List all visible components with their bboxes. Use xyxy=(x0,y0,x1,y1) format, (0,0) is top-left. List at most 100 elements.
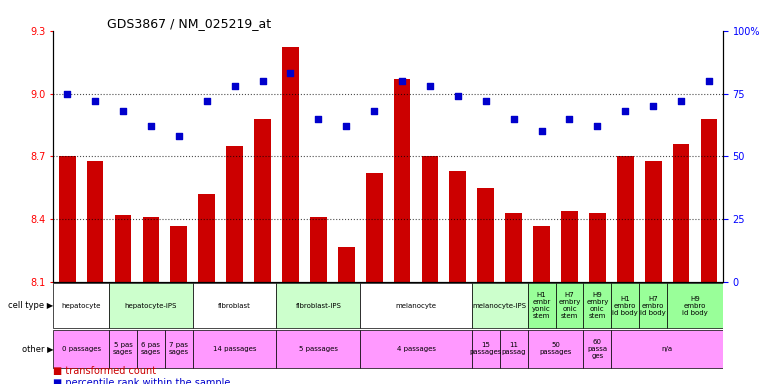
Text: 15
passages: 15 passages xyxy=(470,343,502,356)
Text: 14 passages: 14 passages xyxy=(213,346,256,352)
Point xyxy=(117,108,129,114)
Bar xyxy=(422,156,438,282)
Text: cell type ▶: cell type ▶ xyxy=(8,301,53,310)
FancyBboxPatch shape xyxy=(527,330,584,368)
FancyBboxPatch shape xyxy=(584,330,611,368)
Point xyxy=(256,78,269,84)
Text: 11
passag: 11 passag xyxy=(501,343,526,356)
FancyBboxPatch shape xyxy=(556,283,584,328)
Bar xyxy=(645,161,661,282)
FancyBboxPatch shape xyxy=(360,283,472,328)
Point xyxy=(173,133,185,139)
Point xyxy=(368,108,380,114)
Bar xyxy=(226,146,243,282)
Point xyxy=(285,70,297,76)
Text: 5 passages: 5 passages xyxy=(299,346,338,352)
FancyBboxPatch shape xyxy=(639,283,667,328)
FancyBboxPatch shape xyxy=(193,330,276,368)
Text: melanocyte: melanocyte xyxy=(396,303,437,309)
FancyBboxPatch shape xyxy=(109,283,193,328)
Bar xyxy=(617,156,634,282)
Bar xyxy=(701,119,718,282)
FancyBboxPatch shape xyxy=(193,283,276,328)
Point xyxy=(396,78,408,84)
Point xyxy=(340,123,352,129)
Text: hepatocyte-iPS: hepatocyte-iPS xyxy=(125,303,177,309)
Text: 4 passages: 4 passages xyxy=(396,346,435,352)
Point xyxy=(424,83,436,89)
FancyBboxPatch shape xyxy=(53,283,109,328)
Bar xyxy=(393,79,410,282)
Text: n/a: n/a xyxy=(661,346,673,352)
Text: 50
passages: 50 passages xyxy=(540,343,572,356)
Text: 7 pas
sages: 7 pas sages xyxy=(169,343,189,356)
FancyBboxPatch shape xyxy=(109,330,137,368)
Bar xyxy=(366,173,383,282)
Point xyxy=(312,116,324,122)
Point xyxy=(703,78,715,84)
Point xyxy=(452,93,464,99)
Bar xyxy=(505,213,522,282)
Text: H9
embry
onic
stem: H9 embry onic stem xyxy=(586,292,609,319)
Text: fibroblast-IPS: fibroblast-IPS xyxy=(295,303,341,309)
FancyBboxPatch shape xyxy=(472,330,500,368)
Point xyxy=(563,116,575,122)
Point xyxy=(201,98,213,104)
FancyBboxPatch shape xyxy=(137,330,165,368)
Bar xyxy=(310,217,326,282)
Point xyxy=(675,98,687,104)
Text: 6 pas
sages: 6 pas sages xyxy=(141,343,161,356)
Bar xyxy=(282,48,299,282)
Text: 60
passa
ges: 60 passa ges xyxy=(587,339,607,359)
Text: 0 passages: 0 passages xyxy=(62,346,100,352)
Text: hepatocyte: hepatocyte xyxy=(62,303,101,309)
Text: 5 pas
sages: 5 pas sages xyxy=(113,343,133,356)
Bar xyxy=(142,217,159,282)
Text: GDS3867 / NM_025219_at: GDS3867 / NM_025219_at xyxy=(107,17,271,30)
FancyBboxPatch shape xyxy=(527,283,556,328)
Text: ■ percentile rank within the sample: ■ percentile rank within the sample xyxy=(53,378,231,384)
FancyBboxPatch shape xyxy=(276,330,360,368)
FancyBboxPatch shape xyxy=(500,330,527,368)
Bar xyxy=(115,215,132,282)
FancyBboxPatch shape xyxy=(611,330,723,368)
Bar xyxy=(254,119,271,282)
Text: H1
embr
yonic
stem: H1 embr yonic stem xyxy=(532,292,551,319)
Text: H9
embro
id body: H9 embro id body xyxy=(682,296,708,316)
Point xyxy=(89,98,101,104)
Bar xyxy=(199,194,215,282)
Bar xyxy=(477,188,494,282)
Bar xyxy=(673,144,689,282)
Bar xyxy=(59,156,75,282)
Point xyxy=(647,103,659,109)
Text: H1
embro
id body: H1 embro id body xyxy=(613,296,638,316)
FancyBboxPatch shape xyxy=(667,283,723,328)
Text: H7
embry
onic
stem: H7 embry onic stem xyxy=(559,292,581,319)
FancyBboxPatch shape xyxy=(276,283,360,328)
Bar xyxy=(533,226,550,282)
Point xyxy=(508,116,520,122)
FancyBboxPatch shape xyxy=(472,283,527,328)
Bar xyxy=(338,247,355,282)
Point xyxy=(228,83,240,89)
Bar xyxy=(87,161,103,282)
Point xyxy=(145,123,157,129)
Text: ■ transformed count: ■ transformed count xyxy=(53,366,157,376)
Point xyxy=(479,98,492,104)
Bar xyxy=(450,171,466,282)
FancyBboxPatch shape xyxy=(360,330,472,368)
FancyBboxPatch shape xyxy=(53,330,109,368)
Text: H7
embro
id body: H7 embro id body xyxy=(640,296,666,316)
Text: other ▶: other ▶ xyxy=(21,344,53,354)
Bar xyxy=(589,213,606,282)
FancyBboxPatch shape xyxy=(611,283,639,328)
Point xyxy=(61,91,73,97)
Text: melanocyte-IPS: melanocyte-IPS xyxy=(473,303,527,309)
Bar xyxy=(561,211,578,282)
Point xyxy=(591,123,603,129)
FancyBboxPatch shape xyxy=(165,330,193,368)
Point xyxy=(619,108,632,114)
FancyBboxPatch shape xyxy=(584,283,611,328)
Point xyxy=(536,128,548,134)
Bar xyxy=(170,226,187,282)
